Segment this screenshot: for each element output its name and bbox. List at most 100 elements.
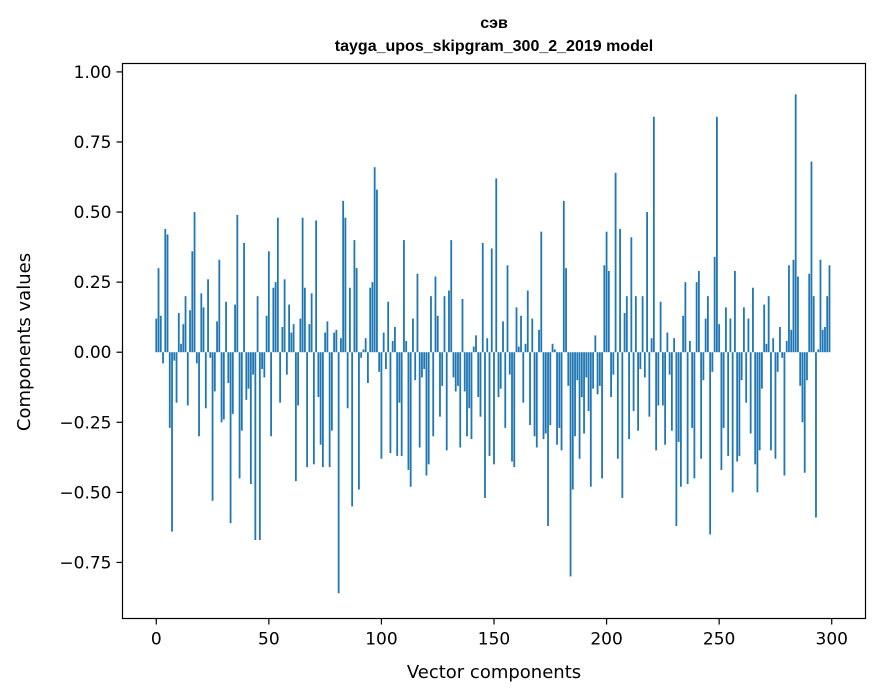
bar [468,352,471,409]
bar [815,352,817,518]
bar [457,352,459,386]
bar [776,352,779,372]
bar [261,352,263,370]
bar [378,352,381,372]
bar [164,228,167,353]
bar [227,352,230,384]
bar [376,189,378,353]
bar [416,273,419,353]
bar [231,352,234,414]
chart-title-line2: tayga_upos_skipgram_300_2_2019 model [335,38,653,55]
bar [619,228,621,353]
bar [362,349,365,353]
bar [198,352,200,437]
bar [713,256,716,353]
bar [211,352,214,501]
bar [477,352,480,398]
bar [614,172,617,353]
bar [427,352,430,465]
bar [285,352,288,375]
bar [288,304,291,353]
x-tick-label: 100 [365,630,397,650]
bar [639,352,642,370]
bar [400,352,403,456]
bar [445,352,448,451]
bar [754,352,757,465]
y-axis-label: Components values [14,253,35,431]
x-tick-label: 0 [151,630,162,650]
bar [184,296,187,353]
bar [544,352,547,434]
bar [695,282,698,353]
bar [312,352,315,465]
bar [396,352,399,456]
bar [157,268,160,353]
bar [747,318,750,353]
bar [389,352,392,454]
bar [819,259,822,353]
bar [297,352,300,406]
bar [598,352,601,386]
bar [274,282,277,353]
bar [632,352,635,412]
bar [294,352,297,482]
bar [168,352,171,428]
bar [659,301,662,353]
bar [576,352,579,381]
bar [628,352,630,440]
bar [454,352,457,392]
bar [216,321,218,353]
bar [166,234,169,353]
bar [655,352,658,451]
bar [630,237,633,353]
bar [646,212,648,353]
bar [711,352,714,372]
bar [373,167,376,353]
bar [526,290,529,353]
bar [479,352,482,417]
bar [709,352,712,535]
y-tick-label: 0.25 [74,273,112,293]
bar [506,265,509,353]
bar [623,312,626,353]
bar [493,352,495,465]
y-tick-label: 0.50 [74,203,112,223]
bar [499,352,502,389]
bar [682,315,685,353]
bar [643,352,646,378]
bar [704,318,707,353]
bar [693,352,696,479]
bar [540,231,543,353]
bar [785,341,788,353]
bar [448,290,450,353]
bar [756,352,759,493]
bar [256,296,259,353]
bar [330,352,333,431]
bar [265,315,268,353]
bar [270,352,272,437]
bar [254,352,257,541]
bar [745,352,748,403]
bar [652,116,655,353]
bar [236,214,239,353]
bar [267,251,270,353]
bar [371,282,374,353]
y-tick-label: 0.00 [74,343,112,363]
bar [774,352,777,459]
bar [484,352,486,498]
x-tick-label: 50 [258,630,280,650]
bar [346,352,349,409]
bar [738,352,741,456]
bar [767,296,770,353]
y-tick-label: −0.50 [59,483,111,503]
bar [452,352,455,378]
bar [326,321,329,353]
bar [547,352,549,526]
bar [432,352,435,437]
bar [578,352,581,459]
bar [565,268,567,353]
bar [387,301,390,353]
bar [180,343,182,353]
bar [360,352,363,358]
bar [459,352,462,448]
